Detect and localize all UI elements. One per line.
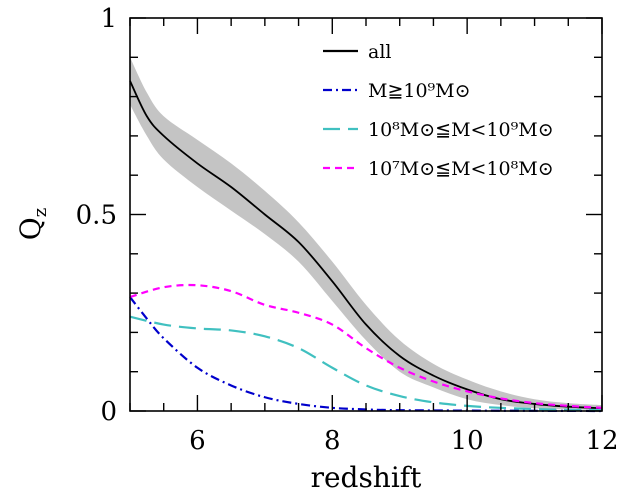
band-area — [130, 57, 602, 411]
legend-label: M≧10⁹M⊙ — [368, 80, 471, 102]
x-tick-label: 12 — [585, 426, 618, 456]
x-tick-label: 10 — [451, 426, 484, 456]
legend: all M≧10⁹M⊙ 10⁸M⊙≦M<10⁹M⊙ 10⁷M⊙≦M<10⁸M⊙ — [323, 41, 554, 180]
legend-label: all — [368, 41, 391, 63]
series-line-2 — [129, 315, 603, 412]
x-tick-label: 6 — [189, 426, 206, 456]
x-tick-label: 8 — [324, 426, 341, 456]
plot-frame — [129, 17, 603, 412]
legend-label: 10⁸M⊙≦M<10⁹M⊙ — [368, 119, 554, 141]
y-tick-label: 0 — [100, 397, 117, 427]
legend-label: 10⁷M⊙≦M<10⁸M⊙ — [368, 158, 554, 180]
svg-text:Qz: Qz — [14, 208, 51, 240]
y-tick-label: 0.5 — [76, 201, 117, 231]
tick-labels: 6 8 10 12 0 0.5 1 — [76, 4, 619, 456]
y-tick-label: 1 — [100, 4, 117, 34]
series-line-3 — [129, 283, 603, 409]
uncertainty-band — [130, 57, 602, 411]
y-axis-title-main: Q — [14, 217, 47, 240]
y-axis-title: Qz — [14, 208, 51, 240]
series-lines — [129, 80, 603, 413]
x-axis-title: redshift — [311, 461, 423, 494]
axis-ticks — [129, 17, 603, 412]
y-axis-title-subscript: z — [30, 208, 51, 217]
